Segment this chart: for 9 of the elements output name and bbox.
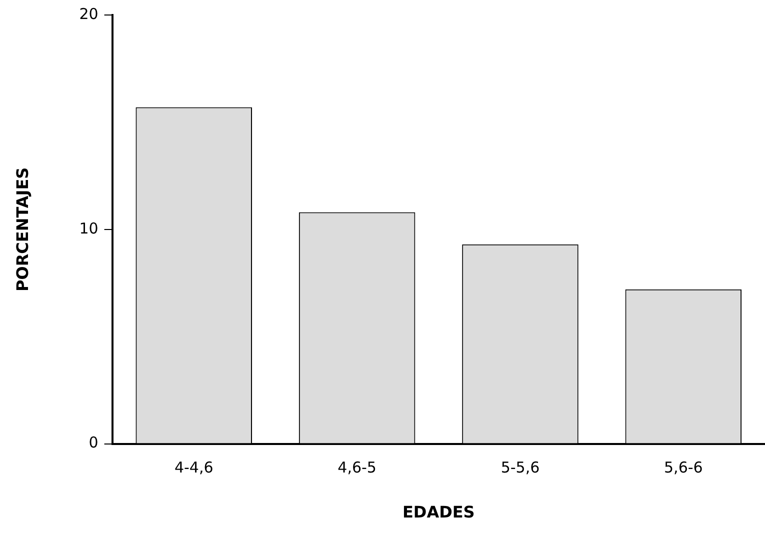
y-tick-label: 10 [79,219,98,238]
x-tick-label: 5-5,6 [500,458,540,477]
x-axis-title: EDADES [402,502,475,522]
y-tick-label: 20 [79,4,98,23]
x-tick-label: 4,6-5 [338,458,376,477]
y-tick-label: 0 [88,434,98,452]
x-tick-label: 4-4,6 [174,458,214,477]
y-axis-title: PORCENTAJES [12,167,32,292]
x-tick-label: 5,6-6 [664,458,703,477]
